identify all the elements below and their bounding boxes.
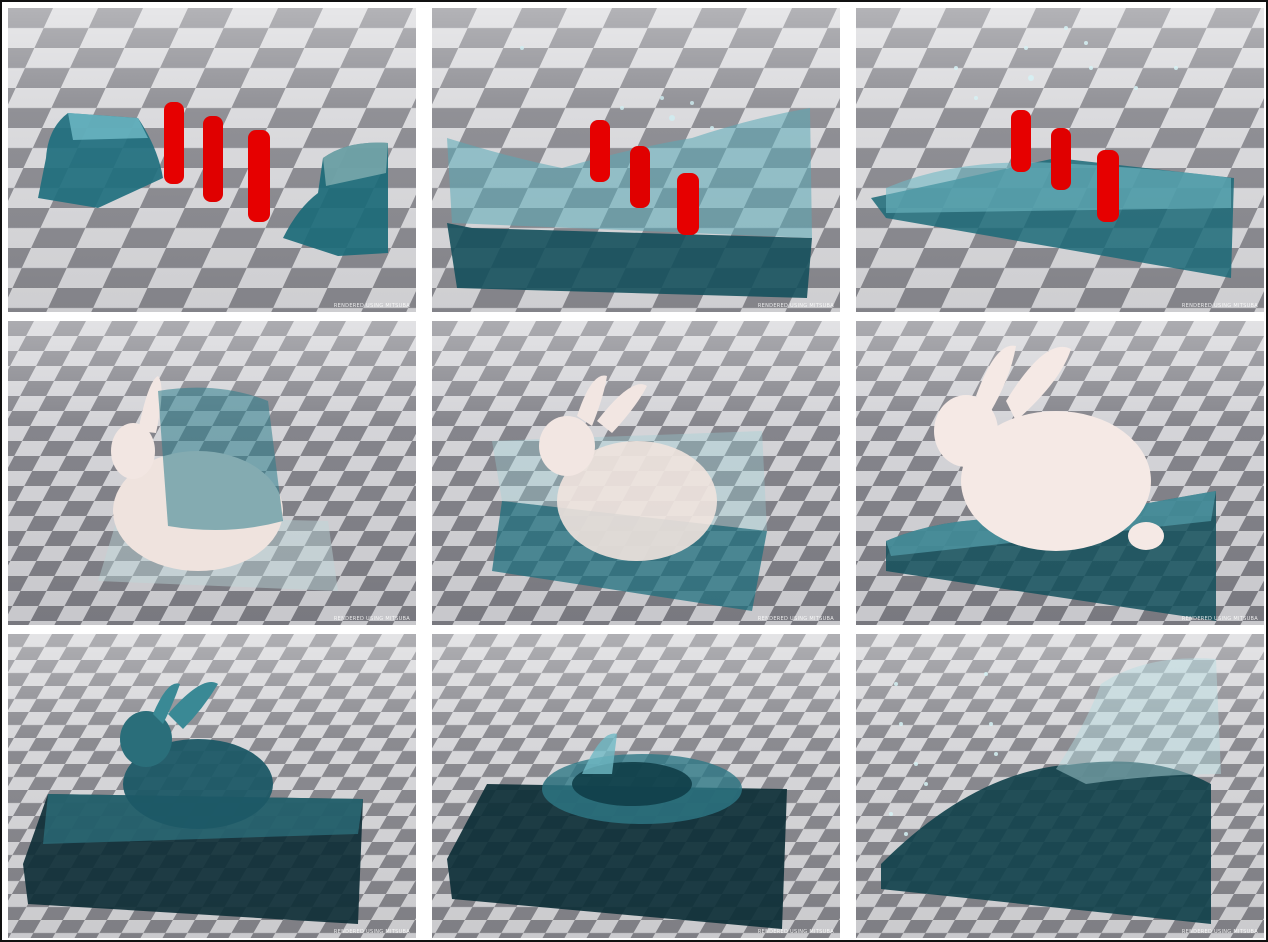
panel-r1c2: RENDERED USING MITSUBA xyxy=(432,8,840,312)
render-watermark: RENDERED USING MITSUBA xyxy=(333,929,410,935)
panel-r3c1: RENDERED USING MITSUBA xyxy=(8,634,416,938)
cylinder-2 xyxy=(630,146,650,208)
render-liquid-bunny-splash xyxy=(856,634,1264,938)
render-watermark: RENDERED USING MITSUBA xyxy=(1181,616,1258,622)
render-watermark: RENDERED USING MITSUBA xyxy=(333,616,410,622)
render-bunny-late xyxy=(856,321,1264,625)
panel-r2c3: RENDERED USING MITSUBA xyxy=(856,321,1264,625)
panel-grid: RENDERED USING MITSUBA RENDERED USING MI… xyxy=(8,8,1264,938)
cylinder-3 xyxy=(1097,150,1119,222)
render-dam-initial xyxy=(8,8,416,312)
render-watermark: RENDERED USING MITSUBA xyxy=(757,303,834,309)
cylinder-2 xyxy=(1051,128,1071,190)
cylinder-2 xyxy=(203,116,223,202)
render-bunny-mid xyxy=(432,321,840,625)
render-dam-splash xyxy=(856,8,1264,312)
cylinder-1 xyxy=(1011,110,1031,172)
bunny-solid xyxy=(961,411,1151,551)
render-dam-collision xyxy=(432,8,840,312)
water-pool xyxy=(447,108,812,238)
cylinder-3 xyxy=(248,130,270,222)
panel-r1c1: RENDERED USING MITSUBA xyxy=(8,8,416,312)
render-watermark: RENDERED USING MITSUBA xyxy=(1181,929,1258,935)
panel-r2c1: RENDERED USING MITSUBA xyxy=(8,321,416,625)
render-liquid-bunny-initial xyxy=(8,634,416,938)
water-wave xyxy=(881,761,1211,924)
panel-r1c3: RENDERED USING MITSUBA xyxy=(856,8,1264,312)
panel-r3c3: RENDERED USING MITSUBA xyxy=(856,634,1264,938)
spray-sheet xyxy=(1056,658,1221,784)
render-watermark: RENDERED USING MITSUBA xyxy=(757,929,834,935)
cylinder-1 xyxy=(164,102,184,184)
water-slab xyxy=(447,784,787,929)
render-watermark: RENDERED USING MITSUBA xyxy=(757,616,834,622)
render-bunny-initial xyxy=(8,321,416,625)
bunny-solid xyxy=(557,441,717,561)
water-column xyxy=(158,387,283,530)
panel-r2c2: RENDERED USING MITSUBA xyxy=(432,321,840,625)
render-liquid-bunny-impact xyxy=(432,634,840,938)
panel-r3c2: RENDERED USING MITSUBA xyxy=(432,634,840,938)
cylinder-1 xyxy=(590,120,610,182)
render-watermark: RENDERED USING MITSUBA xyxy=(1181,303,1258,309)
cylinder-3 xyxy=(677,173,699,235)
render-watermark: RENDERED USING MITSUBA xyxy=(333,303,410,309)
